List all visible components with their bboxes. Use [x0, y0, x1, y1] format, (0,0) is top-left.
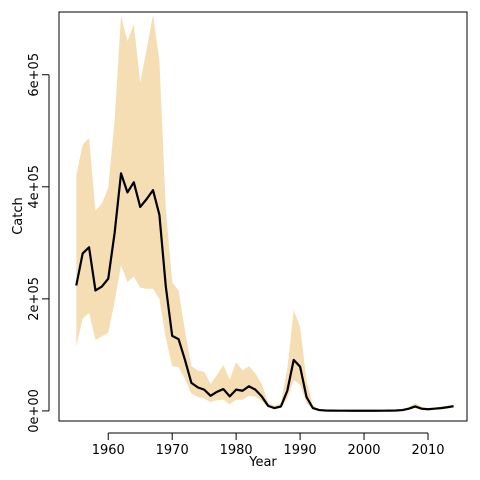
x-tick-label: 1960 [92, 443, 125, 458]
plot-area [75, 14, 454, 412]
catch-line-0 [75, 172, 454, 412]
y-axis: 0e+00 2e+05 4e+05 6e+05 [27, 53, 50, 433]
y-axis-title: Catch [11, 197, 26, 235]
uncertainty-band [76, 14, 454, 411]
x-axis: 1960 1970 1980 1990 2000 2010 [92, 432, 445, 458]
x-tick-label: 1980 [220, 443, 253, 458]
plot-frame [58, 11, 468, 422]
x-axis-title: Year [248, 455, 277, 470]
y-tick-label: 4e+05 [27, 165, 42, 209]
x-tick-label: 1990 [284, 443, 317, 458]
x-tick-label: 2010 [411, 443, 444, 458]
x-tick-label: 1970 [156, 443, 189, 458]
y-tick-label: 0e+00 [27, 389, 42, 433]
y-tick-label: 6e+05 [27, 53, 42, 97]
x-tick-label: 2000 [347, 443, 380, 458]
y-tick-label: 2e+05 [27, 277, 42, 321]
